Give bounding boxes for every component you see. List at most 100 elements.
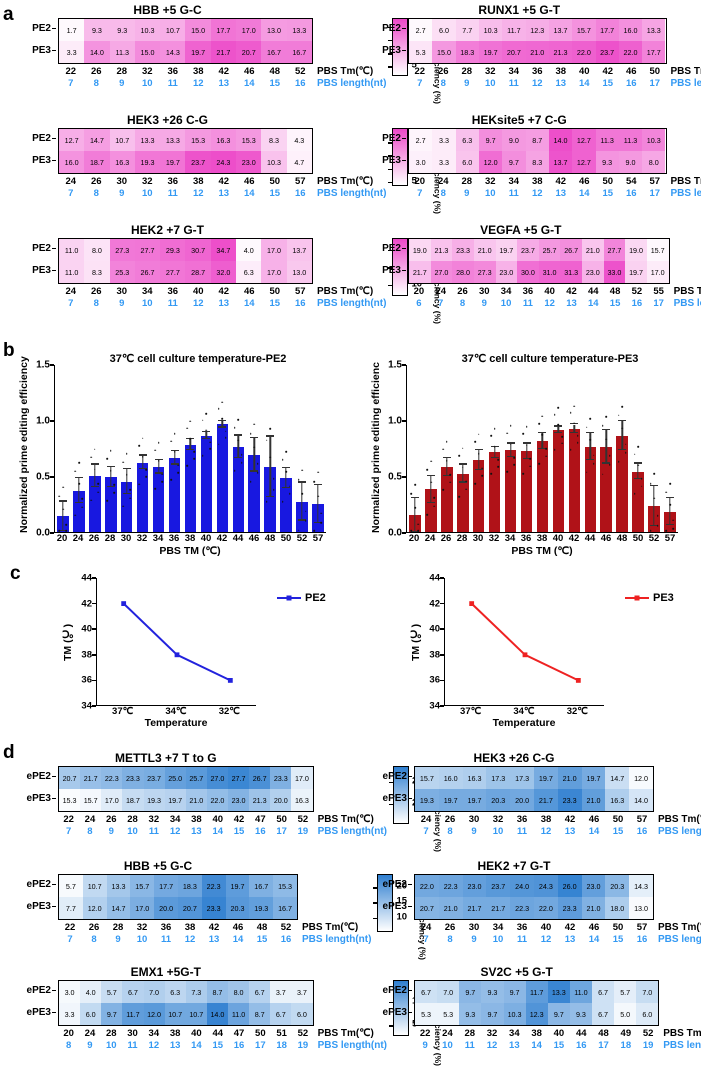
heatmap-cell: 19.7: [165, 789, 186, 811]
heatmap-cell: 23.3: [270, 767, 291, 789]
data-point: [462, 467, 464, 469]
length-tick-label: 8: [79, 826, 100, 837]
heatmap-cell: 21.7: [463, 897, 487, 919]
data-point: [545, 448, 547, 450]
data-point: [570, 412, 572, 414]
error-bar: [430, 476, 431, 503]
heatmap-cell: 31.3: [560, 261, 582, 283]
heatmap-cell: 12.0: [629, 767, 653, 789]
error-bar-cap: [107, 486, 115, 487]
heatmap-cell: 3.3: [59, 41, 84, 63]
heatmap-cell: 19.7: [625, 261, 647, 283]
panel-letter-a: a: [3, 4, 14, 26]
heatmap-cell: 9.3: [570, 1003, 592, 1025]
heatmap-cell: 17.0: [236, 19, 261, 41]
heatmap-cell: 5.7: [614, 981, 636, 1003]
tm-tick-label: 34: [503, 1028, 525, 1039]
x-tick-label: 32℃: [203, 706, 256, 717]
length-tick-label: 6: [408, 298, 430, 309]
heatmap-cell: 8.7: [526, 129, 549, 151]
data-point: [666, 530, 668, 532]
length-tick-label: 17: [643, 188, 667, 199]
tm-tick-label: 46: [226, 922, 250, 933]
tm-tick-label: 42: [558, 922, 582, 933]
length-tick-label: 9: [455, 78, 479, 89]
heatmap-cell: 21.0: [439, 897, 463, 919]
tm-tick-label: 38: [186, 176, 212, 187]
data-point: [538, 423, 540, 425]
data-point: [602, 425, 604, 427]
bar-column: [278, 365, 294, 532]
length-tick-label: 13: [561, 298, 583, 309]
data-point: [62, 487, 64, 489]
legend-key: [625, 597, 649, 599]
length-tick-label: 7: [58, 78, 84, 89]
x-tick-label: 42: [214, 533, 230, 544]
bar-column: [439, 365, 455, 532]
length-tick-label: 7: [408, 78, 432, 89]
data-point: [98, 491, 100, 493]
data-point: [177, 472, 179, 474]
heatmap-cell: 20.7: [178, 897, 202, 919]
heatmap-cell: 11.0: [59, 261, 84, 283]
data-point: [634, 493, 636, 495]
error-bar-cap: [443, 457, 451, 458]
heatmap-cell: 23.7: [486, 875, 510, 897]
heatmap-cell: 15.7: [647, 239, 669, 261]
data-point: [298, 479, 300, 481]
linechart-x-axis-label: Temperature: [444, 717, 604, 729]
tm-tick-label: 24: [432, 176, 456, 187]
length-tick-label: 11: [160, 188, 186, 199]
error-bar-cap: [75, 502, 83, 503]
data-point: [170, 440, 172, 442]
heatmap-cell: 8.0: [84, 239, 109, 261]
heatmap-cell: 6.7: [270, 1003, 291, 1025]
heatmap-cell: 11.7: [502, 19, 525, 41]
heatmap-cell: 22.3: [202, 875, 226, 897]
tm-tick-label: 46: [237, 66, 263, 77]
heatmap-cell: 8.7: [249, 1003, 270, 1025]
tm-tick-label: 28: [455, 176, 479, 187]
tm-tick-label: 46: [237, 176, 263, 187]
heatmap-cell: 10.3: [261, 151, 286, 173]
length-tick-label: 14: [582, 826, 606, 837]
heatmap-cell: 9.7: [502, 151, 525, 173]
error-bar-cap: [123, 493, 131, 494]
data-point: [653, 497, 655, 499]
heatmap-cell: 9.7: [101, 1003, 122, 1025]
error-bar-cap: [266, 435, 274, 436]
data-point-marker: [576, 678, 581, 683]
data-point: [250, 433, 252, 435]
tm-tick-label: 24: [79, 1028, 100, 1039]
data-point: [190, 438, 192, 440]
data-point: [314, 481, 316, 483]
heatmap-title: HEK3 +26 C-G: [374, 752, 654, 765]
data-point: [586, 472, 588, 474]
bar: [521, 451, 532, 532]
length-tick-label: 15: [596, 78, 620, 89]
heatmap-cell: 16.3: [605, 789, 629, 811]
tm-tick-label: 24: [414, 814, 438, 825]
line-series: [472, 604, 579, 681]
heatmap-cell: 13.3: [642, 19, 665, 41]
heatmap-cell: 24.3: [211, 151, 236, 173]
x-tick-label: 44: [230, 533, 246, 544]
x-tick-label: 32: [486, 533, 502, 544]
x-tick-label: 50: [278, 533, 294, 544]
data-point: [609, 464, 611, 466]
tm-tick-label: 40: [548, 1028, 570, 1039]
heatmap-cell: 3.7: [270, 981, 291, 1003]
tm-tick-label: 57: [288, 286, 314, 297]
x-tick-label: 34: [150, 533, 166, 544]
